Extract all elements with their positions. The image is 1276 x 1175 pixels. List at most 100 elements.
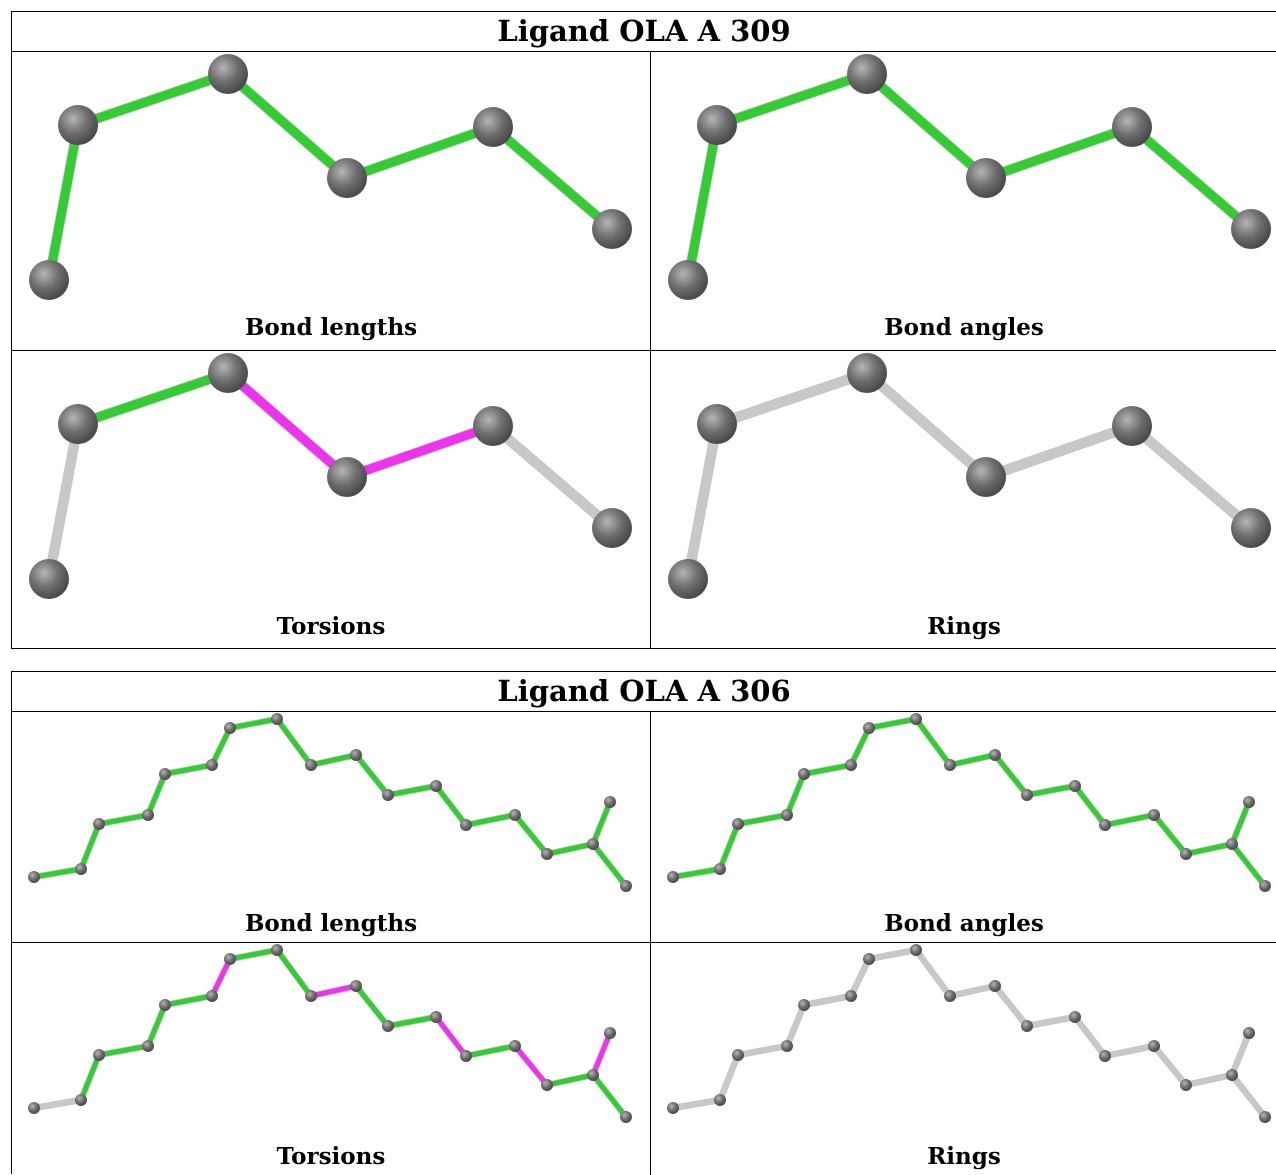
atom [1148,1040,1160,1052]
cell-bond-angles: Bond angles [651,52,1276,350]
atom [732,1049,744,1061]
bond-outlier [434,1015,468,1058]
atom [845,990,857,1002]
atom [1021,1020,1033,1032]
ligand-title: Ligand OLA A 309 [12,12,1276,52]
atom [509,809,521,821]
bond-ok [1185,841,1233,857]
atom [668,559,708,599]
bond-ok [465,1043,516,1059]
atom [271,713,283,725]
atom [620,880,632,892]
bond-none [1073,1015,1107,1058]
cell-bond-angles: Bond angles [651,712,1276,942]
atom [58,404,98,444]
atom [509,1040,521,1052]
cell-torsions: Torsions [12,351,650,649]
atom [1112,107,1152,147]
cell-torsions: Torsions [12,943,650,1175]
caption: Rings [927,613,1001,640]
bond-none [1185,1072,1233,1088]
bond-none [683,423,722,580]
atom [1226,838,1238,850]
molecule-view [29,54,632,300]
atom [944,990,956,1002]
atom [159,768,171,780]
bond-ok [225,70,350,182]
atom [1099,1050,1111,1062]
atom [142,1040,154,1052]
bond-ok [209,726,233,767]
atom [382,1020,394,1032]
atom [28,871,40,883]
atom [620,1111,632,1123]
bond-ok [229,947,278,962]
atom [29,260,69,300]
bond-ok [683,124,722,281]
bond-none [1026,1014,1076,1029]
atom [1099,819,1111,831]
row-divider [12,350,1276,351]
atom [460,819,472,831]
bond-none [864,369,989,481]
atom [305,990,317,1002]
atom [541,1079,553,1091]
bond-none [984,421,1134,482]
bond-ok [546,841,594,857]
bond-ok [591,842,628,888]
atom [1243,1027,1255,1039]
bond-ok [465,812,516,828]
bond-outlier [513,1044,549,1087]
atom [781,809,793,821]
atom [206,759,218,771]
atom [798,999,810,1011]
bond-ok [387,1014,437,1029]
atom [541,848,553,860]
row-divider [12,942,1276,943]
bond-ok [1073,784,1107,827]
ligand-panel-306: Ligand OLA A 306 Bond lengths Bond angle… [11,671,1276,1175]
bond-ok [145,773,168,816]
atom [592,508,632,548]
atom [1259,880,1271,892]
atom [989,980,1001,992]
bond-none [848,957,872,998]
bond-ok [274,717,314,767]
bond-ok [145,1004,168,1047]
cell-rings: Rings [651,943,1276,1175]
bond-none [672,1097,721,1111]
atom [1243,796,1255,808]
bond-none [1104,1043,1155,1059]
atom [910,944,922,956]
bond-ok [310,752,357,768]
atom [350,749,362,761]
atom [697,404,737,444]
bond-ok [33,866,82,880]
bond-none [717,1054,741,1101]
atom [863,722,875,734]
atom [1069,780,1081,792]
bond-none [33,1097,82,1111]
cell-rings: Rings [651,351,1276,649]
caption: Rings [927,1143,1001,1170]
atom [1021,789,1033,801]
atom [1180,848,1192,860]
atom [966,158,1006,198]
bond-ok [993,753,1029,797]
atom [587,1069,599,1081]
bond-outlier [590,1032,613,1076]
atom [966,457,1006,497]
bond-ok [591,1073,628,1119]
molecule-view [667,944,1271,1123]
atom [714,863,726,875]
atom [847,353,887,393]
atom [989,749,1001,761]
atom [208,54,248,94]
bond-ok [1229,801,1252,845]
atom [1231,508,1271,548]
molecule-view [29,353,632,599]
ligand-panel-309: Ligand OLA A 309 Bond lengths Bond angle… [11,11,1276,649]
bond-ok [546,1072,594,1088]
bond-ok [913,717,953,767]
atom [732,818,744,830]
